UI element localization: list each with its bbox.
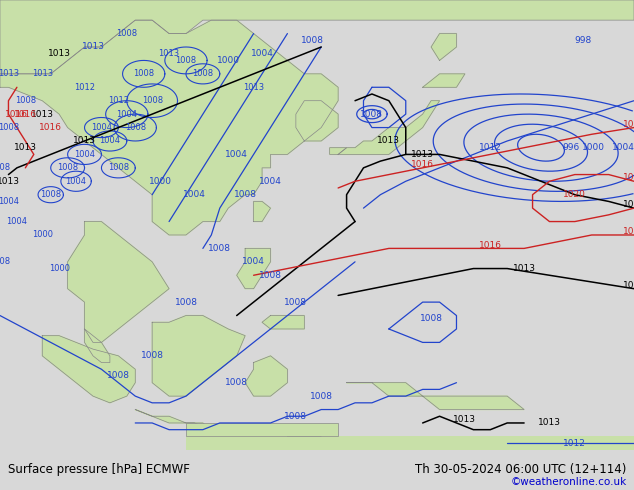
- Text: 1008: 1008: [116, 29, 138, 38]
- Polygon shape: [262, 316, 304, 329]
- Polygon shape: [330, 147, 347, 154]
- Text: 1008: 1008: [133, 70, 154, 78]
- Text: 1016: 1016: [14, 110, 37, 119]
- Text: 1008: 1008: [285, 297, 307, 307]
- Text: 1008: 1008: [0, 123, 19, 132]
- Text: 1008: 1008: [234, 190, 257, 199]
- Text: 1000: 1000: [217, 56, 240, 65]
- Text: 1004: 1004: [116, 110, 138, 119]
- Polygon shape: [431, 34, 456, 60]
- Text: 1008: 1008: [259, 271, 282, 280]
- Text: 1004: 1004: [65, 177, 87, 186]
- Text: 1008: 1008: [141, 96, 163, 105]
- Text: 1008: 1008: [361, 110, 384, 119]
- Polygon shape: [186, 423, 338, 437]
- Text: 1013: 1013: [31, 110, 54, 119]
- Text: 1004: 1004: [100, 137, 120, 146]
- Text: 1008: 1008: [40, 190, 61, 199]
- Polygon shape: [338, 101, 439, 154]
- Text: 1004: 1004: [242, 257, 265, 267]
- Polygon shape: [135, 410, 211, 430]
- Text: 1004: 1004: [612, 143, 634, 152]
- Polygon shape: [42, 336, 135, 403]
- Text: 1013: 1013: [158, 49, 179, 58]
- Text: 1000: 1000: [582, 143, 605, 152]
- Polygon shape: [68, 221, 169, 343]
- Text: 1013: 1013: [453, 415, 476, 424]
- Text: 1004: 1004: [91, 123, 112, 132]
- Polygon shape: [347, 383, 524, 410]
- Text: 996: 996: [562, 143, 579, 152]
- Polygon shape: [152, 316, 245, 396]
- Text: 1008: 1008: [420, 315, 443, 323]
- Text: 1008: 1008: [176, 56, 197, 65]
- Text: 1013: 1013: [14, 143, 37, 152]
- Text: 1008: 1008: [174, 297, 197, 307]
- Text: 1008: 1008: [0, 163, 11, 172]
- Text: 1013: 1013: [48, 49, 70, 58]
- Text: 1016: 1016: [479, 241, 501, 249]
- Text: 1000: 1000: [32, 230, 53, 240]
- Text: 1020: 1020: [623, 173, 634, 182]
- Text: 1008: 1008: [225, 378, 248, 387]
- Text: 1013: 1013: [623, 281, 634, 290]
- Text: 1004: 1004: [250, 49, 273, 58]
- Text: 1004: 1004: [225, 150, 248, 159]
- Text: Surface pressure [hPa] ECMWF: Surface pressure [hPa] ECMWF: [8, 463, 190, 476]
- Text: 1016: 1016: [623, 120, 634, 129]
- Text: 1013: 1013: [0, 177, 20, 186]
- Text: 1013: 1013: [377, 137, 400, 146]
- Text: 1004: 1004: [0, 197, 19, 206]
- Text: 1008: 1008: [141, 351, 164, 360]
- Text: 1012: 1012: [74, 83, 95, 92]
- Polygon shape: [186, 437, 634, 450]
- Text: 1013: 1013: [538, 418, 561, 427]
- Text: 1016: 1016: [6, 110, 29, 119]
- Polygon shape: [0, 20, 338, 235]
- Text: 1013: 1013: [32, 70, 53, 78]
- Text: 1012: 1012: [564, 439, 586, 447]
- Text: 1004: 1004: [74, 150, 95, 159]
- Polygon shape: [296, 101, 338, 141]
- Polygon shape: [84, 329, 110, 363]
- Text: 1000: 1000: [49, 264, 70, 273]
- Text: 1008: 1008: [108, 163, 129, 172]
- Text: 1013: 1013: [411, 150, 434, 159]
- Polygon shape: [236, 248, 271, 289]
- Text: 1008: 1008: [285, 412, 307, 421]
- Text: 1013: 1013: [73, 137, 96, 146]
- Polygon shape: [423, 74, 465, 87]
- Text: 1004: 1004: [259, 177, 282, 186]
- Text: 1008: 1008: [0, 257, 11, 267]
- Text: 1016: 1016: [623, 227, 634, 236]
- Text: 1013: 1013: [513, 264, 536, 273]
- Text: 1008: 1008: [310, 392, 333, 401]
- Text: 1020: 1020: [564, 190, 586, 199]
- Text: ©weatheronline.co.uk: ©weatheronline.co.uk: [510, 477, 626, 487]
- Text: 1013: 1013: [623, 200, 634, 209]
- Text: 1012: 1012: [479, 143, 501, 152]
- Text: 1008: 1008: [209, 244, 231, 253]
- Polygon shape: [254, 201, 271, 221]
- Text: Th 30-05-2024 06:00 UTC (12+114): Th 30-05-2024 06:00 UTC (12+114): [415, 463, 626, 476]
- Polygon shape: [287, 430, 321, 437]
- Text: 1004: 1004: [6, 217, 27, 226]
- Polygon shape: [245, 356, 287, 396]
- Polygon shape: [0, 0, 634, 74]
- Text: 998: 998: [574, 36, 592, 45]
- Text: 1004: 1004: [183, 190, 206, 199]
- Text: 1008: 1008: [57, 163, 78, 172]
- Text: 1013: 1013: [0, 70, 19, 78]
- Text: 1008: 1008: [15, 96, 36, 105]
- Text: 1016: 1016: [39, 123, 62, 132]
- Text: 1008: 1008: [301, 36, 324, 45]
- Text: 1016: 1016: [411, 160, 434, 169]
- Text: 1013: 1013: [82, 43, 105, 51]
- Text: 1012: 1012: [108, 96, 129, 105]
- Text: 1013: 1013: [243, 83, 264, 92]
- Text: 1008: 1008: [192, 70, 214, 78]
- Text: 1000: 1000: [149, 177, 172, 186]
- Text: 1008: 1008: [107, 371, 130, 380]
- Text: 1008: 1008: [125, 123, 146, 132]
